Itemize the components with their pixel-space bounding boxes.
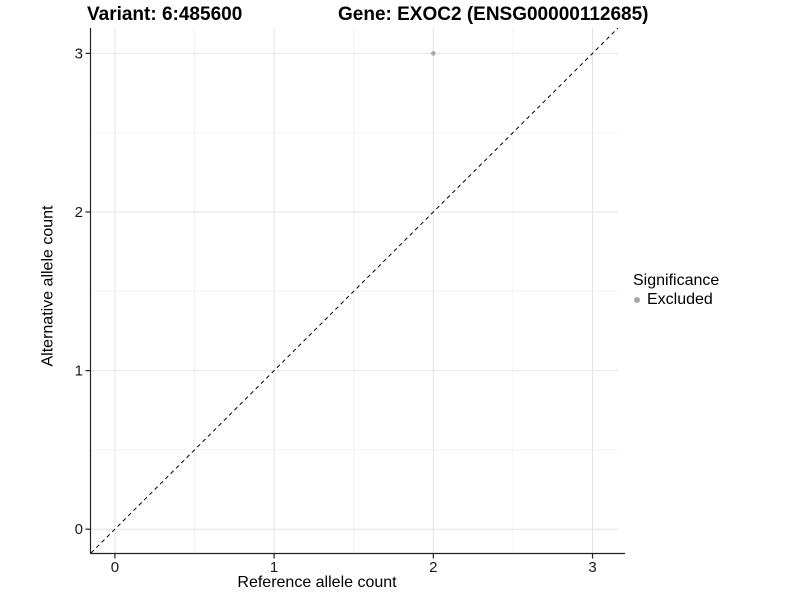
data-point — [431, 51, 436, 56]
legend-marker-circle-icon — [634, 297, 640, 303]
y-tick-label: 1 — [75, 363, 83, 380]
x-tick-label: 3 — [588, 559, 596, 576]
plot-title-variant: Variant: 6:485600 — [87, 4, 243, 25]
legend-title: Significance — [633, 272, 720, 289]
legend-item-label: Excluded — [647, 291, 713, 308]
plot-title-gene: Gene: EXOC2 (ENSG00000112685) — [338, 4, 649, 25]
x-tick-label: 2 — [429, 559, 437, 576]
x-tick-label: 0 — [111, 559, 119, 576]
x-axis-title: Reference allele count — [237, 574, 397, 591]
y-axis-title: Alternative allele count — [39, 205, 57, 367]
y-tick-label: 0 — [75, 521, 83, 538]
x-tick-label: 1 — [270, 559, 278, 576]
y-tick-label: 3 — [75, 45, 83, 62]
legend-item-excluded: Excluded — [631, 291, 781, 309]
legend: Significance Excluded — [631, 271, 781, 309]
y-tick-label: 2 — [75, 204, 83, 221]
identity-line — [90, 27, 619, 554]
